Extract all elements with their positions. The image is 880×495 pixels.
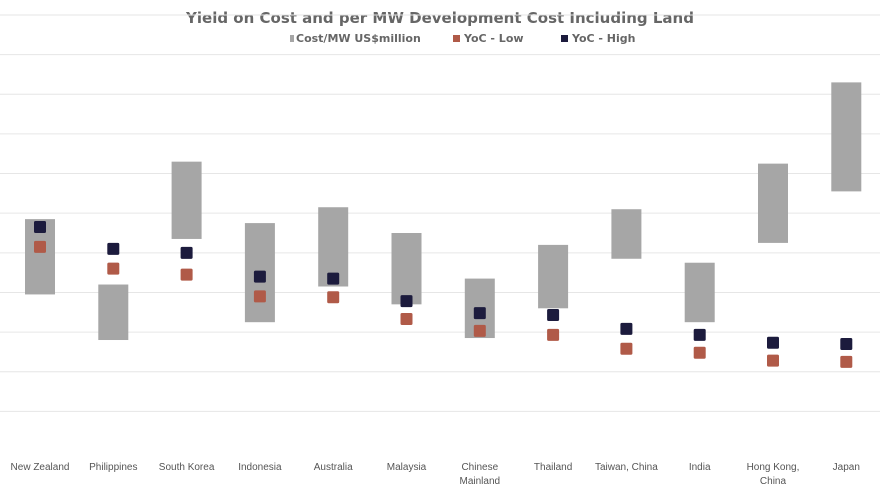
- cost-bar: [831, 82, 862, 192]
- yoc-low-marker: [767, 354, 779, 367]
- x-tick-label: Indonesia: [238, 462, 282, 473]
- cost-bar: [391, 233, 422, 305]
- yoc-high-marker: [620, 322, 633, 335]
- yoc-high-marker: [400, 295, 413, 308]
- yoc-low-marker: [693, 346, 706, 359]
- legend-swatch: [561, 35, 568, 42]
- cost-bar: [171, 161, 202, 239]
- x-tick-label: New Zealand: [11, 462, 70, 473]
- yoc-high-marker: [253, 270, 266, 283]
- cost-bar: [538, 244, 569, 309]
- yoc-high-marker: [180, 246, 193, 259]
- yoc-low-marker: [473, 324, 486, 337]
- cost-bar: [98, 284, 129, 341]
- yoc-low-marker: [400, 313, 413, 326]
- legend-label: YoC - High: [571, 32, 636, 45]
- legend: Cost/MW US$million YoC - Low YoC - High: [290, 32, 636, 45]
- yoc-high-marker: [473, 307, 486, 320]
- yoc-high-marker: [107, 242, 120, 255]
- legend-swatch: [453, 35, 460, 42]
- yoc-high-marker: [327, 272, 340, 285]
- yoc-high-marker: [34, 221, 46, 234]
- yoc-low-marker: [327, 291, 340, 304]
- yoc-low-marker: [34, 240, 46, 253]
- yoc-low-marker: [620, 342, 633, 355]
- yoc-high-marker: [547, 309, 560, 322]
- chart-title: Yield on Cost and per MW Development Cos…: [185, 9, 694, 27]
- yoc-low-marker: [180, 268, 193, 281]
- x-tick-label: Hong Kong, China: [747, 462, 800, 487]
- gridlines: [0, 14, 880, 412]
- x-tick-label: Thailand: [534, 462, 572, 473]
- legend-label: YoC - Low: [463, 32, 524, 45]
- x-tick-label: Taiwan, China: [595, 462, 658, 473]
- yoc-low-marker: [547, 328, 560, 341]
- x-axis-ticks: New Zealand Philippines South Korea Indones…: [11, 462, 860, 487]
- yoc-low-marker: [840, 355, 853, 368]
- yoc-low-marker: [253, 290, 266, 303]
- x-tick-label: Philippines: [89, 462, 137, 473]
- legend-label: Cost/MW US$million: [296, 32, 421, 45]
- x-tick-label: Australia: [314, 462, 353, 473]
- plot-area: [25, 82, 862, 368]
- x-tick-label: Malaysia: [387, 462, 427, 473]
- cost-bar: [611, 209, 642, 259]
- x-tick-label: Japan: [833, 462, 860, 473]
- cost-bar: [684, 262, 715, 323]
- yoc-high-marker: [840, 337, 853, 350]
- legend-swatch: [290, 35, 294, 42]
- cost-bar: [758, 163, 788, 243]
- x-tick-label: India: [689, 462, 711, 473]
- yoc-high-marker: [693, 328, 706, 341]
- x-tick-label: Chinese Mainland: [460, 462, 501, 487]
- yoc-high-marker: [767, 336, 779, 349]
- yoc-low-marker: [107, 262, 120, 275]
- x-tick-label: South Korea: [159, 462, 215, 473]
